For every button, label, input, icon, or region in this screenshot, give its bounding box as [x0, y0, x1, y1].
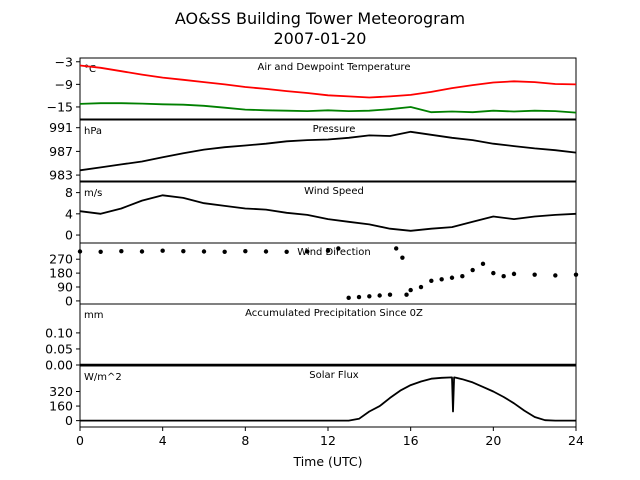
y-tick-label: 0.05: [45, 341, 73, 356]
y-tick-label: 90: [57, 280, 73, 295]
series-line-2: [79, 102, 577, 114]
panel-frame: [79, 57, 577, 120]
y-tick-label: 0: [65, 228, 73, 243]
panel-title: Wind Direction: [297, 247, 371, 258]
wind-direction-point: [387, 292, 393, 297]
wind-direction-point: [480, 261, 486, 267]
wind-direction-point: [77, 249, 83, 254]
wind-direction-point: [367, 294, 372, 299]
wind-direction-point: [139, 249, 145, 254]
wind-direction-point: [201, 249, 207, 254]
wind-direction-point: [439, 277, 444, 282]
wind-direction-point: [491, 270, 496, 276]
panels-group: Air and Dewpoint Temperature °C −3 −9 −15 Pre…: [45, 54, 579, 428]
wind-direction-point: [408, 287, 413, 293]
panel-title: Solar Flux: [309, 370, 359, 381]
wind-direction-point: [160, 248, 165, 253]
panel-title: Wind Speed: [304, 186, 364, 197]
y-tick-label: −9: [55, 77, 73, 92]
wind-direction-point: [181, 248, 186, 254]
panel-unit-label: W/m^2: [84, 372, 122, 383]
x-tick-label: 12: [320, 433, 336, 448]
y-tick-label: 0.10: [45, 325, 73, 340]
wind-direction-point: [377, 293, 382, 298]
wind-direction-point: [284, 249, 289, 255]
x-tick-label: 20: [485, 433, 501, 448]
y-tick-label: 160: [49, 399, 73, 414]
series-line-1: [79, 64, 577, 99]
wind-direction-point: [418, 284, 424, 290]
series-line-1: [80, 376, 576, 422]
y-tick-label: 0: [65, 293, 73, 308]
y-tick-label: 0.00: [45, 358, 73, 373]
wind-direction-point: [356, 294, 362, 300]
wind-direction-point: [98, 249, 103, 255]
panel-unit-label: hPa: [84, 126, 102, 137]
wind-direction-point: [336, 246, 341, 251]
wind-direction-point: [460, 274, 465, 279]
y-tick-label: 987: [49, 144, 73, 159]
wind-direction-point: [400, 255, 405, 260]
y-tick-label: −15: [47, 99, 73, 114]
panel-title: Air and Dewpoint Temperature: [258, 62, 411, 73]
wind-direction-point: [346, 295, 351, 301]
y-tick-label: 320: [49, 384, 73, 399]
series-line-1: [79, 194, 577, 232]
wind-direction-point: [243, 248, 248, 254]
panel-title: Accumulated Precipitation Since 0Z: [245, 308, 423, 319]
y-tick-label: 4: [65, 206, 73, 221]
panel-title: Pressure: [313, 124, 356, 135]
wind-direction-point: [511, 271, 517, 277]
wind-direction-point: [501, 274, 506, 279]
y-tick-label: −3: [55, 54, 73, 69]
x-tick-label: 8: [241, 433, 249, 448]
wind-direction-point: [553, 273, 558, 278]
y-tick-label: 8: [65, 185, 73, 200]
panel-2: Pressure hPa 991 987 983: [49, 119, 577, 183]
figure-title-line2: 2007-01-20: [274, 29, 367, 48]
panel-1: Air and Dewpoint Temperature °C −3 −9 −15: [47, 54, 577, 120]
panel-5: Accumulated Precipitation Since 0Z mm 0.10…: [45, 303, 577, 373]
wind-direction-point: [532, 272, 537, 277]
wind-direction-point: [305, 249, 310, 254]
wind-direction-point: [222, 249, 227, 255]
wind-direction-point: [470, 267, 475, 273]
wind-direction-point: [119, 248, 124, 254]
wind-direction-point: [404, 292, 409, 297]
series-line-1: [79, 130, 577, 172]
x-tick-label: 16: [403, 433, 419, 448]
x-tick-label: 4: [159, 433, 167, 448]
wind-direction-point: [394, 246, 399, 251]
y-tick-label: 0: [65, 413, 73, 428]
y-tick-label: 180: [49, 266, 73, 281]
y-tick-label: 983: [49, 168, 73, 183]
x-tick-label: 0: [76, 433, 84, 448]
wind-direction-point: [325, 248, 331, 253]
panel-unit-label: °C: [84, 64, 96, 75]
wind-direction-point: [429, 278, 434, 284]
wind-direction-point: [573, 272, 579, 277]
wind-direction-point: [263, 249, 269, 254]
wind-direction-point: [449, 275, 455, 280]
panel-unit-label: m/s: [84, 188, 102, 199]
x-axis-label: Time (UTC): [292, 454, 362, 469]
panel-frame: [79, 119, 577, 182]
figure-title-line1: AO&SS Building Tower Meteorogram: [175, 9, 465, 28]
x-axis: 0 4 8 12 16 20 24: [76, 427, 584, 448]
y-tick-label: 270: [49, 252, 73, 267]
y-tick-label: 991: [49, 120, 73, 135]
x-tick-label: 24: [568, 433, 584, 448]
panel-unit-label: mm: [84, 310, 103, 321]
